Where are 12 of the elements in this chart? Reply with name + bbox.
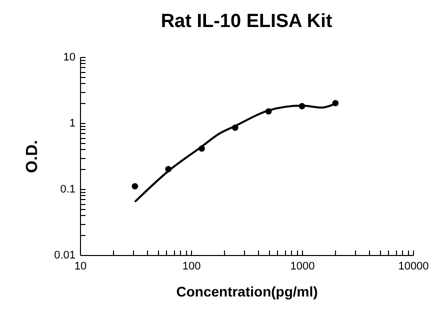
y-axis-title: O.D. bbox=[24, 140, 42, 173]
x-tick-label: 10 bbox=[74, 260, 87, 272]
x-tick-label: 10000 bbox=[398, 260, 429, 272]
x-tick-label: 100 bbox=[182, 260, 201, 272]
y-tick-label: 0.1 bbox=[60, 184, 76, 196]
x-tick-label: 1000 bbox=[290, 260, 315, 272]
y-tick-label: 0.01 bbox=[54, 250, 76, 262]
y-tick-label: 10 bbox=[63, 52, 76, 64]
chart-title: Rat IL-10 ELISA Kit bbox=[160, 11, 333, 32]
y-tick-label: 1 bbox=[69, 118, 76, 130]
point bbox=[132, 183, 138, 190]
x-axis-title: Concentration(pg/ml) bbox=[176, 284, 318, 300]
